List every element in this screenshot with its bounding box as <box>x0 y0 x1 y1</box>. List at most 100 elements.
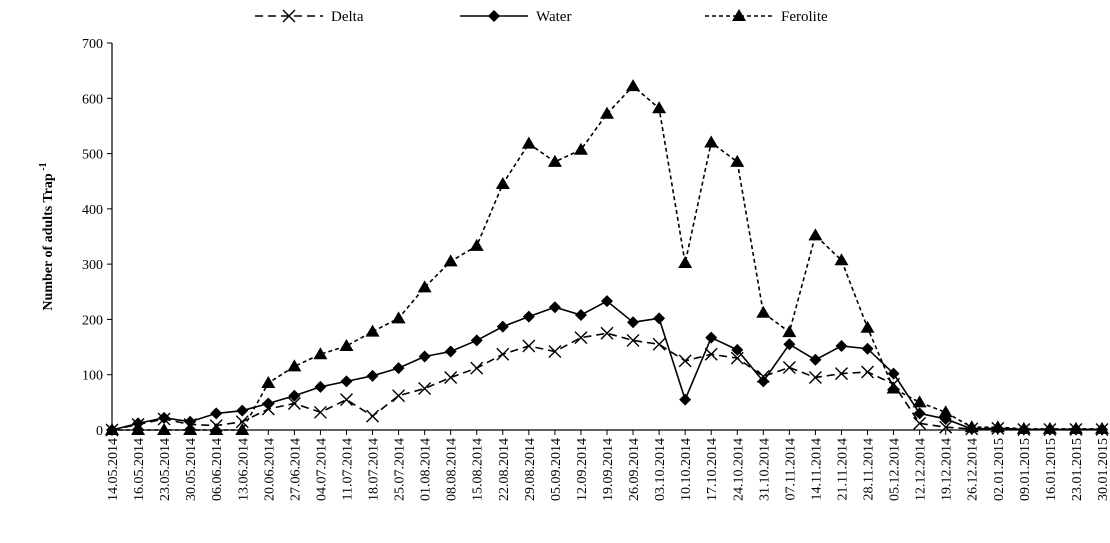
x-tick-label: 20.06.2014 <box>262 438 277 501</box>
data-point-water <box>418 350 431 363</box>
x-tick-label: 17.10.2014 <box>705 438 720 501</box>
data-point-water <box>835 339 848 352</box>
x-tick-label: 14.05.2014 <box>106 438 121 501</box>
data-point-ferolite <box>1016 421 1031 434</box>
legend-marker-water <box>488 10 500 22</box>
data-point-ferolite <box>157 423 172 435</box>
x-tick-label: 26.09.2014 <box>627 438 642 501</box>
x-tick-label: 22.08.2014 <box>497 438 512 501</box>
data-point-ferolite <box>964 420 979 433</box>
data-point-water <box>731 343 744 356</box>
data-point-water <box>340 375 353 388</box>
x-tick-label: 16.05.2014 <box>132 438 147 501</box>
data-point-ferolite <box>704 135 719 148</box>
data-point-delta <box>939 420 953 434</box>
data-point-delta <box>287 396 301 410</box>
series-line-ferolite <box>112 85 1102 431</box>
data-point-water <box>522 310 535 323</box>
x-tick-label: 15.08.2014 <box>471 438 486 501</box>
series-line-water <box>111 300 1102 431</box>
x-tick-label: 28.11.2014 <box>862 438 877 500</box>
x-tick-label: 27.06.2014 <box>288 438 303 501</box>
data-point-ferolite <box>1095 421 1109 434</box>
data-point-water <box>236 404 249 417</box>
data-point-delta <box>626 333 640 347</box>
data-point-water <box>158 411 171 424</box>
data-point-ferolite <box>365 324 380 337</box>
x-tick-label: 24.10.2014 <box>731 438 746 501</box>
data-point-delta <box>366 409 380 423</box>
x-tick-label: 19.12.2014 <box>940 438 955 501</box>
data-point-ferolite <box>547 154 562 167</box>
data-point-delta <box>418 382 432 396</box>
legend-label-water: Water <box>536 9 571 25</box>
data-point-delta <box>600 326 614 340</box>
data-point-water <box>496 320 509 333</box>
legend-item-delta: Delta <box>255 9 364 25</box>
data-point-water <box>653 312 666 325</box>
y-tick-label-700: 700 <box>82 37 103 52</box>
data-point-ferolite <box>391 311 406 324</box>
x-tick-label: 19.09.2014 <box>601 438 616 501</box>
data-point-ferolite <box>573 142 588 155</box>
y-tick-label-0: 0 <box>96 424 103 439</box>
y-axis-title-text: Number of adults Trap <box>41 173 56 311</box>
data-point-ferolite <box>834 253 849 266</box>
data-point-delta <box>235 415 249 429</box>
x-tick-label: 14.11.2014 <box>809 438 824 500</box>
data-point-ferolite <box>938 405 953 418</box>
data-point-ferolite <box>339 338 354 351</box>
x-tick-label: 10.10.2014 <box>679 438 694 501</box>
data-point-water <box>548 301 561 314</box>
data-point-delta <box>861 365 875 379</box>
data-point-delta <box>392 389 406 403</box>
data-point-ferolite <box>287 359 302 372</box>
data-point-ferolite <box>261 376 276 389</box>
data-point-delta <box>470 361 484 375</box>
x-tick-label: 01.08.2014 <box>419 438 434 501</box>
data-point-water <box>679 393 692 406</box>
legend-marker-ferolite <box>732 9 746 21</box>
data-point-water <box>757 375 770 388</box>
x-tick-label: 12.09.2014 <box>575 438 590 501</box>
x-tick-label: 13.06.2014 <box>236 438 251 501</box>
series-line-delta <box>111 332 1102 431</box>
y-axis-title: Number of adults Trap -1 <box>38 162 56 310</box>
x-tick-label: 18.07.2014 <box>367 438 382 501</box>
data-point-ferolite <box>313 347 328 360</box>
y-tick-label-600: 600 <box>82 92 103 107</box>
x-tick-label: 30.01.2015 <box>1096 438 1110 501</box>
data-point-ferolite <box>652 101 667 114</box>
x-tick-label: 06.06.2014 <box>210 438 225 501</box>
x-tick-label: 12.12.2014 <box>914 438 929 501</box>
data-point-ferolite <box>105 423 119 435</box>
y-tick-label-100: 100 <box>82 369 103 384</box>
x-tick-label: 26.12.2014 <box>966 438 981 501</box>
x-tick-label: 16.01.2015 <box>1044 438 1059 501</box>
x-tick-label: 03.10.2014 <box>653 438 668 501</box>
data-point-ferolite <box>417 280 432 293</box>
x-tick-label: 05.12.2014 <box>888 438 903 501</box>
data-point-delta <box>704 347 718 361</box>
x-tick-label: 08.08.2014 <box>445 438 460 501</box>
data-point-ferolite <box>860 320 875 333</box>
x-tick-label: 04.07.2014 <box>314 438 329 501</box>
data-point-ferolite <box>886 381 901 394</box>
data-point-water <box>444 345 457 358</box>
data-point-ferolite <box>521 136 536 149</box>
data-point-ferolite <box>235 423 250 435</box>
data-point-delta <box>652 337 666 351</box>
x-tick-label: 11.07.2014 <box>340 438 355 500</box>
data-point-water <box>366 369 379 382</box>
x-tick-label: 25.07.2014 <box>393 438 408 501</box>
data-point-delta <box>834 367 848 381</box>
data-point-delta <box>522 339 536 353</box>
data-point-water <box>392 362 405 375</box>
data-point-water <box>470 334 483 347</box>
y-tick-label-400: 400 <box>82 203 103 218</box>
data-point-water <box>627 316 640 329</box>
x-tick-label: 09.01.2015 <box>1018 438 1033 501</box>
legend-item-water: Water <box>460 9 571 25</box>
data-point-ferolite <box>990 420 1005 433</box>
data-point-water <box>783 338 796 351</box>
